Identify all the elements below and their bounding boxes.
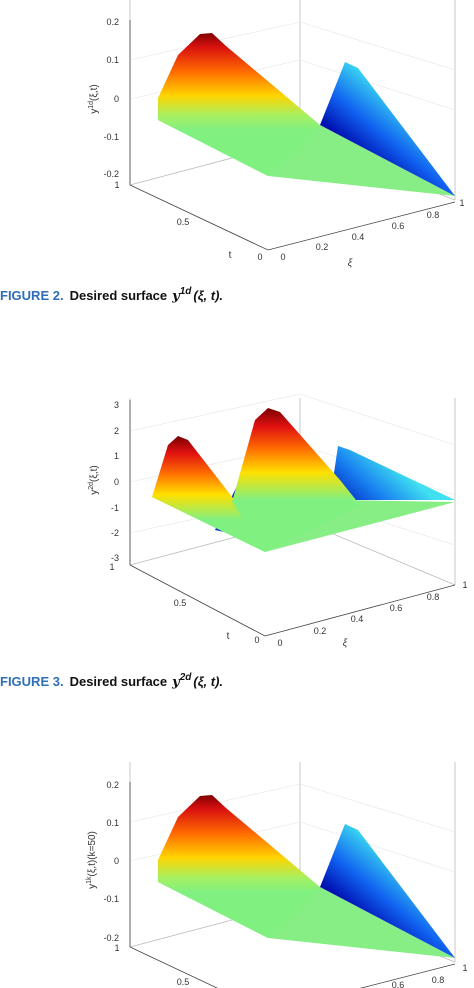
z-label-sup: 2d [88, 482, 95, 490]
t-tick-label: 1 [109, 562, 114, 572]
t-tick-label: 0.5 [174, 598, 187, 608]
caption-label: FIGURE 3. [0, 674, 64, 689]
z-label-args: (ξ,t)(k=50) [87, 831, 98, 876]
z-label-args: (ξ,t) [89, 465, 100, 482]
z-tick-label: -0.1 [103, 132, 119, 142]
z-tick-label: 2 [114, 426, 119, 436]
z-tick-label: -1 [111, 503, 119, 513]
surface-wedge [320, 824, 455, 958]
xi-tick-label: 1 [459, 198, 464, 208]
t-tick-label: 0.5 [177, 977, 190, 987]
axes [129, 20, 456, 251]
z-label-base: y [87, 884, 98, 889]
surface-wedge-2 [330, 446, 455, 500]
z-tick-label: -2 [111, 528, 119, 538]
surface-hump [158, 795, 320, 938]
z-tick-label: 0.2 [106, 780, 119, 790]
z-axis-label: y1k(ξ,t)(k=50) [86, 831, 98, 889]
z-label-sup: 1d [88, 101, 95, 109]
t-axis-label: t [227, 631, 230, 642]
z-tick-label: -0.1 [103, 894, 119, 904]
z-tick-label: -3 [111, 553, 119, 563]
figure-2-plot [129, 393, 456, 637]
axes [129, 782, 456, 988]
xi-tick-label: 0.4 [352, 232, 365, 242]
xi-tick-label: 0 [280, 252, 285, 262]
xi-tick-label: 1 [462, 963, 467, 973]
surface-wedge [320, 62, 455, 196]
caption-math: y [171, 289, 181, 304]
xi-tick-label: 0.8 [432, 975, 445, 985]
xi-tick-label: 0.2 [316, 242, 329, 252]
z-label-sup: 1k [86, 876, 93, 884]
t-axis-label: t [229, 250, 232, 261]
caption-sup: 2d [179, 672, 193, 683]
t-tick-label: 0.5 [177, 217, 190, 227]
xi-tick-label: 0.8 [427, 592, 440, 602]
xi-axis-label: ξ [343, 638, 348, 649]
z-tick-label: 0.2 [106, 17, 119, 27]
xi-tick-label: 0 [277, 638, 282, 648]
caption-text: Desired surface [70, 288, 168, 303]
z-label-base: y [89, 109, 100, 114]
t-tick-label: 0 [257, 252, 262, 262]
surface-hump [158, 33, 320, 176]
surface-hump-1 [152, 436, 265, 552]
xi-tick-label: 0.6 [392, 980, 405, 988]
xi-axis-label: ξ [348, 258, 353, 269]
figure-caption: FIGURE 3. Desired surface y2d (ξ, t). [0, 672, 223, 690]
caption-args: (ξ, t). [193, 674, 223, 689]
t-tick-label: 1 [114, 180, 119, 190]
z-tick-label: 0 [114, 94, 119, 104]
xi-tick-label: 0.6 [390, 603, 403, 613]
z-label-args: (ξ,t) [89, 84, 100, 101]
xi-tick-label: 0.2 [314, 626, 327, 636]
z-axis-label: y1d(ξ,t) [88, 84, 100, 114]
surface-hump-2 [232, 408, 360, 552]
z-tick-label: 0 [114, 477, 119, 487]
figure-3-plot [129, 762, 456, 988]
axes [129, 400, 456, 637]
z-axis-label: y2d(ξ,t) [88, 465, 100, 495]
caption-math: y [171, 675, 181, 690]
z-label-base: y [89, 490, 100, 495]
caption-args: (ξ, t). [193, 288, 223, 303]
figure-caption: FIGURE 2. Desired surface y1d (ξ, t). [0, 286, 223, 304]
xi-tick-label: 1 [462, 580, 467, 590]
t-tick-label: 1 [114, 943, 119, 953]
z-tick-label: 3 [114, 400, 119, 410]
t-tick-label: 0 [254, 635, 259, 645]
z-tick-label: -0.2 [103, 933, 119, 943]
z-tick-label: 0.1 [106, 818, 119, 828]
z-tick-label: 0 [114, 856, 119, 866]
caption-label: FIGURE 2. [0, 288, 64, 303]
xi-tick-label: 0.8 [427, 210, 440, 220]
z-tick-label: 1 [114, 451, 119, 461]
z-tick-label: -0.2 [103, 169, 119, 179]
caption-sup: 1d [180, 286, 193, 297]
figure-1-plot [129, 0, 456, 251]
z-tick-label: 0.1 [106, 55, 119, 65]
caption-text: Desired surface [70, 674, 168, 689]
xi-tick-label: 0.6 [392, 221, 405, 231]
xi-tick-label: 0.4 [351, 614, 364, 624]
